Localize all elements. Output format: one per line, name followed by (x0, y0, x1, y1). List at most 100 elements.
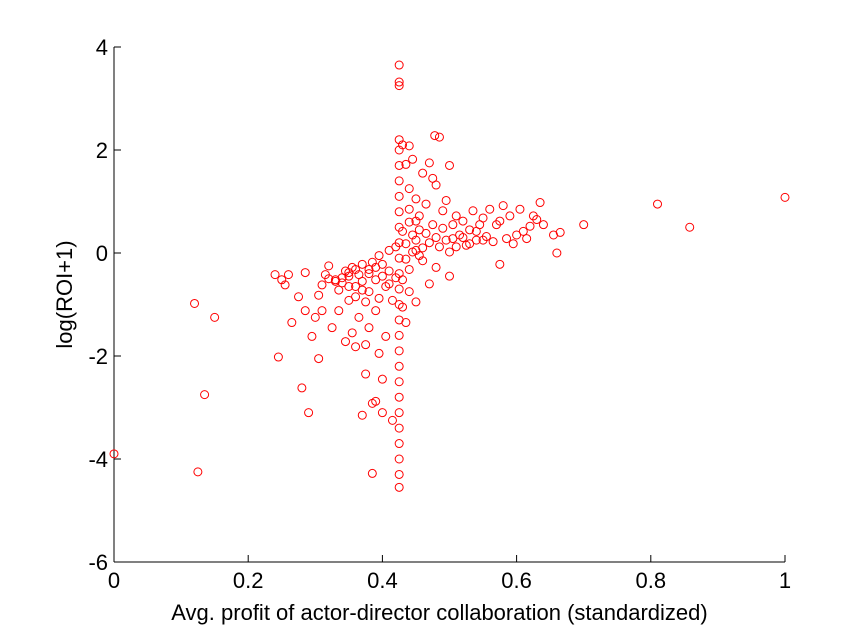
data-points (109, 60, 790, 492)
data-point (394, 191, 404, 201)
data-point (327, 323, 337, 333)
data-point (445, 247, 454, 257)
data-point (304, 408, 314, 418)
data-point (324, 261, 334, 271)
data-point (394, 469, 404, 479)
data-point (465, 239, 475, 249)
data-point (495, 216, 505, 226)
data-point (505, 211, 515, 221)
data-point (418, 168, 428, 178)
data-point (394, 238, 404, 248)
x-tick-label: 0.8 (636, 568, 667, 593)
data-point (300, 306, 310, 316)
data-point (418, 256, 428, 266)
data-point (398, 302, 408, 312)
data-point (394, 176, 404, 186)
x-tick-label: 1 (779, 568, 791, 593)
data-point (270, 270, 280, 280)
data-point (374, 293, 384, 303)
data-point (404, 217, 414, 227)
ticks: 0 0.2 0.4 0.6 0.8 1 -6 -4 -2 0 2 4 (88, 35, 791, 593)
data-point (424, 158, 434, 168)
data-point (434, 242, 444, 252)
data-point (398, 140, 408, 150)
data-point (364, 287, 374, 297)
data-point (394, 408, 404, 418)
data-point (430, 131, 440, 141)
data-point (428, 220, 438, 230)
x-tick-label: 0.2 (233, 568, 264, 593)
data-point (653, 199, 663, 209)
data-point (394, 454, 404, 464)
data-point (273, 352, 283, 362)
data-point (364, 264, 374, 274)
data-point (394, 253, 404, 263)
data-point (394, 482, 404, 492)
data-point (287, 318, 297, 328)
data-point (394, 135, 404, 145)
data-point (424, 279, 434, 289)
data-point (434, 132, 444, 142)
data-point (471, 226, 481, 236)
data-point (445, 160, 454, 170)
data-point (451, 242, 461, 252)
data-point (414, 211, 424, 221)
data-point (377, 374, 387, 384)
x-axis-label: Avg. profit of actor-director collaborat… (171, 600, 707, 625)
data-point (361, 340, 371, 350)
data-point (685, 222, 695, 232)
data-point (478, 213, 488, 223)
data-point (294, 292, 304, 302)
data-point (387, 415, 397, 425)
data-point (361, 297, 371, 307)
data-point (502, 234, 512, 244)
axes (113, 47, 785, 563)
data-point (394, 145, 404, 155)
data-point (404, 264, 414, 274)
y-tick-label: -4 (88, 447, 108, 472)
data-point (441, 195, 451, 205)
data-point (317, 306, 327, 316)
data-point (445, 271, 454, 281)
y-axis-label: log(ROI+1) (52, 240, 77, 348)
data-point (371, 306, 381, 316)
data-point (347, 328, 357, 338)
y-tick-label: -6 (88, 550, 108, 575)
data-point (401, 239, 411, 249)
data-point (465, 225, 475, 235)
data-point (340, 337, 350, 347)
data-point (401, 318, 411, 328)
data-point (431, 262, 441, 272)
data-point (200, 390, 210, 400)
y-tick-label: -2 (88, 344, 108, 369)
data-point (478, 235, 488, 245)
data-point (398, 226, 408, 236)
data-point (448, 234, 458, 244)
data-point (351, 342, 361, 352)
data-point (381, 331, 391, 341)
data-point (371, 275, 381, 285)
data-point (367, 257, 377, 267)
data-point (404, 141, 414, 151)
data-point (404, 204, 414, 214)
data-point (441, 235, 451, 245)
data-point (532, 215, 542, 225)
data-point (394, 81, 404, 91)
data-point (283, 270, 293, 280)
data-point (421, 228, 431, 238)
data-point (414, 225, 424, 235)
data-point (438, 206, 448, 216)
data-point (314, 354, 324, 364)
data-point (458, 216, 468, 226)
data-point (458, 233, 468, 243)
x-tick-label: 0 (108, 568, 120, 593)
data-point (307, 331, 317, 341)
data-point (431, 233, 441, 243)
data-point (324, 274, 334, 284)
data-point (394, 77, 404, 87)
data-point (371, 262, 381, 272)
data-point (387, 295, 397, 305)
data-point (357, 285, 367, 295)
data-point (408, 154, 418, 164)
y-tick-label: 4 (96, 35, 108, 60)
